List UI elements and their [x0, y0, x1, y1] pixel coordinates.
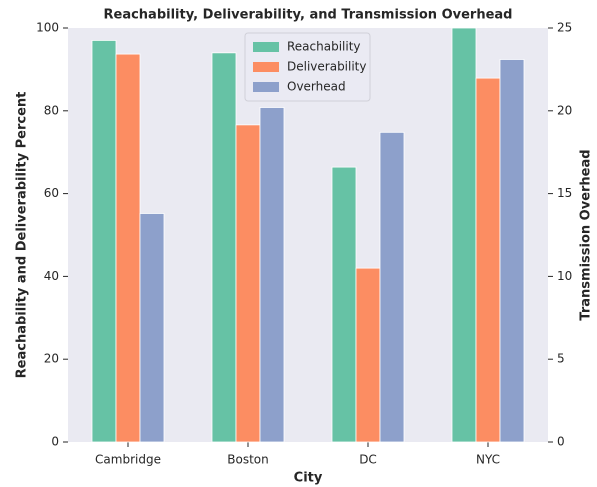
legend-label: Deliverability — [287, 60, 367, 74]
bar — [91, 40, 117, 443]
y-tick-label: 80 — [44, 103, 59, 117]
x-axis-label: City — [294, 471, 323, 486]
bar — [475, 77, 501, 443]
bar — [355, 267, 381, 443]
y2-tick-label: 15 — [557, 186, 572, 200]
y-tick-label: 0 — [51, 435, 59, 449]
x-tick-label: Cambridge — [95, 453, 161, 467]
legend-swatch — [253, 62, 279, 72]
bar — [499, 59, 525, 443]
bar — [379, 131, 405, 443]
y2-tick-label: 10 — [557, 269, 572, 283]
bar — [139, 213, 165, 443]
y2-tick-label: 20 — [557, 103, 572, 117]
y-tick-label: 40 — [44, 269, 59, 283]
legend-swatch — [253, 82, 279, 92]
y2-tick-label: 25 — [557, 21, 572, 35]
bar — [259, 107, 285, 443]
legend-swatch — [253, 42, 279, 52]
y2-tick-label: 5 — [557, 352, 565, 366]
bar — [115, 53, 141, 443]
bar — [235, 124, 261, 443]
bar — [451, 27, 477, 443]
y-tick-label: 100 — [36, 21, 59, 35]
y2-tick-label: 0 — [557, 435, 565, 449]
bar — [331, 166, 357, 443]
chart-title: Reachability, Deliverability, and Transm… — [104, 8, 513, 23]
legend-label: Overhead — [287, 80, 346, 94]
x-tick-label: NYC — [476, 453, 500, 467]
legend-label: Reachability — [287, 40, 361, 54]
y-tick-label: 60 — [44, 186, 59, 200]
y2-axis-label: Transmission Overhead — [579, 149, 594, 320]
bar — [211, 52, 237, 443]
x-tick-label: Boston — [227, 453, 268, 467]
x-tick-label: DC — [359, 453, 377, 467]
y-tick-label: 20 — [44, 352, 59, 366]
y-axis-label: Reachability and Deliverability Percent — [15, 92, 30, 379]
